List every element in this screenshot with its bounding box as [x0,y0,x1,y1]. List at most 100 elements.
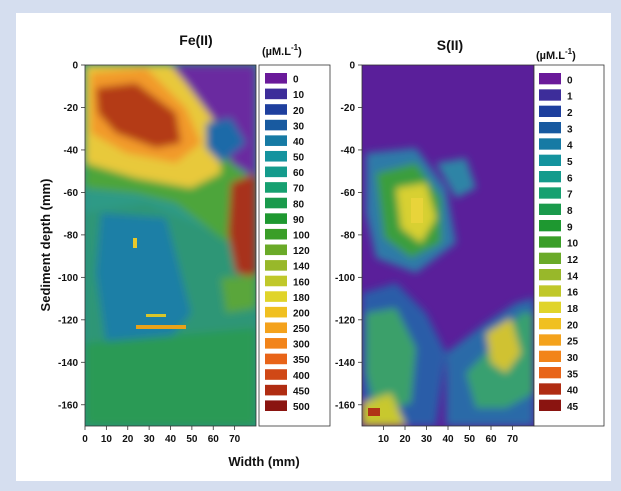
s-heatmap [362,65,534,426]
s-legend-label: 5 [567,157,573,168]
fe-legend-swatch [265,73,287,84]
figure-frame: Fe(II) S(II) (µM.L-1) (µM.L-1) [16,13,611,481]
s-legend-swatch [539,252,561,264]
fe-legend-swatch [265,166,287,178]
s-legend-swatch [539,187,561,199]
s-ytick-label: -100 [335,273,355,284]
s-legend-label: 9 [567,222,573,233]
fe-legend-swatch [265,400,287,411]
fe-xtick-label: 70 [229,434,241,445]
fe-legend-swatch [265,150,287,162]
s-ytick-label: -80 [341,230,356,241]
fe-legend-label: 0 [293,75,299,86]
s-legend-swatch [539,350,561,362]
fe-legend-label: 50 [293,153,305,164]
y-axis-label: Sediment depth (mm) [38,179,53,312]
s-legend-label: 6 [567,173,573,184]
fe-title: Fe(II) [179,32,212,48]
s-ytick-label: -140 [335,358,355,369]
fe-ytick-label: -140 [58,358,78,369]
fe-legend-label: 200 [293,308,310,319]
s-xtick-label: 70 [507,434,519,445]
fe-xtick-label: 0 [82,434,88,445]
s-legend-swatch [539,138,561,150]
s-legend-label: 40 [567,386,579,397]
s-ytick-label: -40 [341,145,356,156]
s-legend-label: 30 [567,353,579,364]
s-xtick-label: 50 [464,434,476,445]
fe-legend-label: 80 [293,199,305,210]
fe-xtick-label: 30 [144,434,156,445]
s-legend-label: 10 [567,239,579,250]
s-legend-swatch [539,236,561,248]
s-legend-label: 3 [567,124,573,135]
fe-xtick-label: 40 [165,434,177,445]
fe-ytick-label: -120 [58,315,78,326]
fe-legend-swatch [265,88,287,100]
fe-legend-swatch [265,213,287,224]
s-legend-label: 7 [567,190,573,201]
fe-ytick-label: -20 [64,103,79,114]
fe-legend-swatch [265,197,287,209]
fe-legend-swatch [265,119,287,131]
x-axis-label: Width (mm) [228,454,299,469]
s-legend-swatch [539,122,561,134]
s-legend-label: 35 [567,369,579,380]
s-ytick-label: -120 [335,315,355,326]
fe-ytick-label: -40 [64,145,79,156]
fe-legend-label: 450 [293,386,310,397]
s-legend-swatch [539,334,561,346]
fe-legend-swatch [265,353,287,365]
s-ytick-label: -160 [335,400,355,411]
fe-legend-swatch [265,275,287,287]
s-legend-label: 45 [567,402,579,413]
fe-legend-label: 30 [293,121,305,132]
s-legend-label: 0 [567,75,573,86]
fe-legend-label: 90 [293,215,305,226]
fe-legend-swatch [265,291,287,302]
fe-xtick-label: 20 [122,434,134,445]
s-legend-swatch [539,383,561,395]
s-xtick-label: 10 [378,434,390,445]
fe-legend-swatch [265,384,287,396]
fe-xtick-label: 50 [186,434,198,445]
s-legend-swatch [539,367,561,379]
fe-legend-swatch [265,244,287,256]
s-ytick-label: 0 [349,61,355,72]
fe-ytick-label: -60 [64,188,79,199]
fe-ytick-label: -100 [58,273,78,284]
fe-legend-label: 300 [293,340,310,351]
s-legend-swatch [539,154,561,166]
fe-legend-swatch [265,306,287,318]
fe-legend-label: 400 [293,371,310,382]
fe-legend-label: 70 [293,184,305,195]
fe-ytick-label: 0 [72,61,78,72]
s-ytick-label: -60 [341,188,356,199]
s-legend-swatch [539,203,561,215]
fe-legend: 0 10 20 30 40 50 60 70 80 90 100 120 140 160 180 200 250… [265,73,310,413]
s-xtick-label: 30 [421,434,433,445]
fe-legend-swatch [265,322,287,334]
fe-legend-label: 140 [293,262,310,273]
s-xtick-label: 60 [485,434,497,445]
fe-legend-label: 40 [293,137,305,148]
fe-xtick-label: 60 [208,434,220,445]
fe-legend-swatch [265,369,287,380]
s-legend-label: 1 [567,92,573,103]
fe-legend-label: 20 [293,106,305,117]
fe-axes: 0 10 20 30 40 50 60 70 0 -20 -40 -60 -80 -100 -120 -140… [58,61,241,446]
s-legend-swatch [539,220,561,232]
fe-legend-label: 250 [293,324,310,335]
fe-hotspot-streaks [133,238,186,329]
fe-legend-label: 120 [293,246,310,257]
s-hotspot-streaks [368,198,423,416]
s-xtick-label: 20 [399,434,411,445]
fe-legend-swatch [265,135,287,146]
s-legend-swatch [539,301,561,313]
fe-legend-swatch [265,104,287,115]
fe-legend-swatch [265,260,287,271]
fe-legend-label: 500 [293,402,310,413]
s-legend-label: 4 [567,141,573,152]
s-legend-label: 25 [567,337,579,348]
fe-unit-label: (µM.L-1) [262,43,302,58]
